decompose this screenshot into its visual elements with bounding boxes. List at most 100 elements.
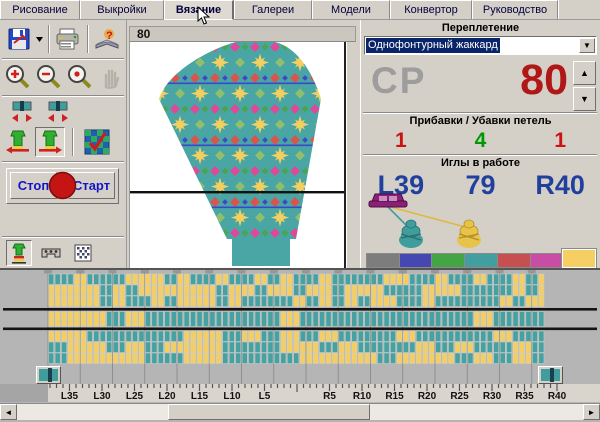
chevron-down-icon: ▼ bbox=[580, 94, 589, 104]
tab-models[interactable]: Модели bbox=[312, 0, 390, 19]
stop-button[interactable]: Стоп bbox=[10, 172, 57, 199]
ruler-label: R15 bbox=[385, 391, 404, 402]
tab-galleries[interactable]: Галереи bbox=[234, 0, 312, 19]
carriage-view-button[interactable] bbox=[38, 240, 64, 266]
toolbar-separator bbox=[48, 25, 50, 53]
tab-manual[interactable]: Руководство bbox=[472, 0, 558, 19]
tab-drawing[interactable]: Рисование bbox=[0, 0, 80, 19]
preview-splitter[interactable] bbox=[344, 42, 346, 268]
machine-status-lamp bbox=[48, 171, 77, 200]
right-marker-icon bbox=[48, 101, 68, 122]
right-slider-grip bbox=[541, 368, 560, 382]
zoom-in-button[interactable] bbox=[3, 62, 33, 92]
ruler-label: L15 bbox=[190, 391, 209, 402]
needles-center-value: 79 bbox=[465, 170, 496, 200]
row-counter-down-button[interactable]: ▼ bbox=[573, 87, 596, 111]
carriage-position-label: СР bbox=[371, 60, 427, 101]
ruler-label: R5 bbox=[323, 391, 336, 402]
mouse-cursor bbox=[197, 6, 210, 25]
save-button[interactable] bbox=[4, 24, 34, 54]
scrollbar-thumb[interactable] bbox=[168, 404, 370, 420]
needles-right-value: R40 bbox=[535, 170, 585, 200]
print-button[interactable] bbox=[53, 24, 83, 54]
garment-preview-canvas[interactable] bbox=[129, 42, 345, 268]
garment-move-right-button[interactable] bbox=[35, 127, 65, 157]
zoom-out-icon bbox=[37, 65, 61, 89]
palette-swatch[interactable] bbox=[398, 253, 432, 268]
zoom-in-icon bbox=[6, 65, 30, 89]
verify-pattern-button[interactable] bbox=[82, 127, 112, 157]
palette-swatch[interactable] bbox=[496, 253, 530, 268]
knitting-control-panel: Переплетение Однофонтурный жаккард ▼ СР … bbox=[360, 20, 600, 269]
ruler-ticks bbox=[49, 384, 558, 392]
ruler-label: R10 bbox=[352, 391, 372, 402]
carriage-icon bbox=[368, 193, 408, 208]
ruler-label: R40 bbox=[547, 391, 567, 402]
needle-bed-stitches[interactable] bbox=[0, 270, 600, 386]
start-button[interactable]: Старт bbox=[68, 172, 115, 199]
tab-bar-filler bbox=[558, 0, 600, 19]
right-needle-stop-slider[interactable] bbox=[538, 366, 563, 384]
help-button[interactable]: ? bbox=[92, 24, 122, 54]
grid-icon bbox=[74, 244, 92, 262]
save-icon bbox=[8, 28, 30, 50]
check-pattern-icon bbox=[84, 129, 110, 155]
left-needle-stop-slider[interactable] bbox=[36, 366, 61, 384]
toolbar-divider bbox=[2, 236, 124, 238]
incdec-left-value: 1 bbox=[394, 129, 407, 152]
panel-divider bbox=[363, 112, 597, 114]
row-counter-up-button[interactable]: ▲ bbox=[573, 61, 596, 85]
scroll-left-button[interactable]: ◄ bbox=[0, 404, 17, 420]
help-book-icon: ? bbox=[95, 29, 119, 49]
print-icon bbox=[56, 28, 79, 50]
toolbar-divider bbox=[2, 58, 124, 60]
toolbar-divider bbox=[2, 161, 124, 163]
ruler-label: R35 bbox=[515, 391, 534, 402]
needle-ruler: L35 L30 L25 L20 L15 L10 L5 R5 R10 R15 R20 R25 R30 R35… bbox=[48, 384, 600, 402]
scroll-right-button[interactable]: ► bbox=[583, 404, 600, 420]
carriage-yarn-graphic bbox=[368, 193, 481, 248]
svg-text:?: ? bbox=[106, 30, 113, 42]
interlacing-dropdown[interactable]: Однофонтурный жаккард ▼ bbox=[364, 36, 597, 55]
left-marker-button[interactable] bbox=[8, 99, 36, 125]
garment-view-button[interactable] bbox=[6, 240, 32, 266]
incdec-title: Прибавки / Убавки петель bbox=[409, 115, 552, 127]
pan-hand-button[interactable] bbox=[96, 62, 126, 92]
yarn-ball-teal-icon bbox=[399, 219, 423, 248]
ruler-label: R20 bbox=[417, 391, 437, 402]
left-marker-icon bbox=[12, 101, 32, 122]
toolbar-separator bbox=[87, 25, 89, 53]
garment-move-left-button[interactable] bbox=[3, 127, 33, 157]
ruler-label: L20 bbox=[158, 391, 176, 402]
zoom-out-button[interactable] bbox=[34, 62, 64, 92]
ruler-label: L35 bbox=[60, 391, 79, 402]
stop-start-panel: Стоп Старт bbox=[6, 168, 119, 204]
palette-swatch[interactable] bbox=[561, 248, 598, 269]
interlacing-title: Переплетение bbox=[441, 22, 520, 34]
yarn-palette bbox=[366, 248, 598, 269]
save-dropdown-button[interactable] bbox=[34, 24, 45, 54]
tab-converter[interactable]: Конвертор bbox=[390, 0, 472, 19]
palette-swatch[interactable] bbox=[529, 253, 563, 268]
dropdown-arrow-button[interactable]: ▼ bbox=[579, 38, 595, 53]
incdec-center-value: 4 bbox=[474, 129, 487, 152]
palette-swatch[interactable] bbox=[366, 253, 399, 268]
garment-small-icon bbox=[12, 243, 26, 264]
incdec-right-value: 1 bbox=[554, 129, 567, 152]
horizontal-scrollbar[interactable]: ◄ ► bbox=[0, 403, 600, 420]
chevron-up-icon: ▲ bbox=[580, 68, 589, 78]
palette-swatch[interactable] bbox=[431, 253, 465, 268]
arrow-right-icon: ► bbox=[587, 407, 596, 417]
chevron-down-icon: ▼ bbox=[583, 41, 591, 50]
garment-move-right-icon bbox=[39, 130, 62, 154]
pattern-grid-button[interactable] bbox=[70, 240, 96, 266]
palette-swatch[interactable] bbox=[464, 253, 497, 268]
tab-patterns[interactable]: Выкройки bbox=[80, 0, 164, 19]
right-marker-button[interactable] bbox=[44, 99, 72, 125]
ruler-label: R30 bbox=[482, 391, 502, 402]
ruler-label: L10 bbox=[223, 391, 241, 402]
zoom-actual-button[interactable] bbox=[65, 62, 95, 92]
preview-row-number: 80 bbox=[137, 27, 151, 41]
left-toolbar: ? bbox=[0, 20, 127, 268]
